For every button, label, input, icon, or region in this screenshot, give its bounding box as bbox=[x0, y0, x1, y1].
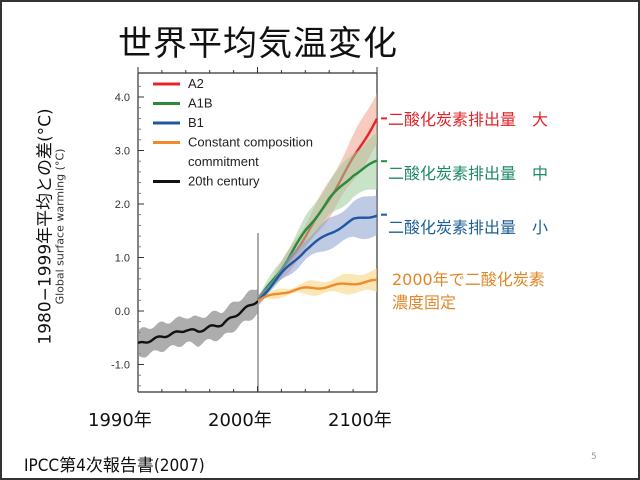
annotation-commitment-line2: 濃度固定 bbox=[392, 293, 457, 312]
page-number: 5 bbox=[591, 452, 597, 462]
annotation-a1b: 二酸化炭素排出量 中 bbox=[388, 164, 549, 183]
line-constant-composition-commitment bbox=[257, 278, 378, 302]
band-20th-century bbox=[138, 289, 258, 358]
annotation-a2: 二酸化炭素排出量 大 bbox=[388, 110, 549, 129]
legend-entry: B1 bbox=[188, 115, 204, 130]
legend-entry: A2 bbox=[188, 76, 204, 91]
source-citation: IPCC第4次報告書(2007) bbox=[24, 456, 205, 476]
x-label-2100: 2100年 bbox=[328, 410, 392, 431]
line-20th-century bbox=[137, 300, 259, 345]
x-label-2000: 2000年 bbox=[208, 410, 272, 431]
y-tick-label: 3.0 bbox=[115, 146, 130, 158]
y-tick-label: 2.0 bbox=[115, 199, 130, 211]
y-tick-label: 0.0 bbox=[115, 306, 130, 318]
legend-entry: A1B bbox=[188, 96, 213, 111]
legend-entry: commitment bbox=[188, 154, 259, 169]
y-tick-label: 4.0 bbox=[115, 92, 130, 104]
y-tick-label: 1.0 bbox=[115, 253, 130, 265]
line-b1 bbox=[257, 214, 378, 302]
y-tick-label: -1.0 bbox=[111, 360, 130, 372]
legend-entry: 20th century bbox=[188, 174, 260, 189]
annotation-commitment-line1: 2000年で二酸化炭素 bbox=[392, 270, 545, 289]
annotation-b1: 二酸化炭素排出量 小 bbox=[388, 218, 549, 237]
slide-title: 世界平均気温変化 bbox=[118, 24, 398, 64]
x-label-1990: 1990年 bbox=[88, 410, 152, 431]
legend-entry: Constant composition bbox=[188, 135, 313, 150]
